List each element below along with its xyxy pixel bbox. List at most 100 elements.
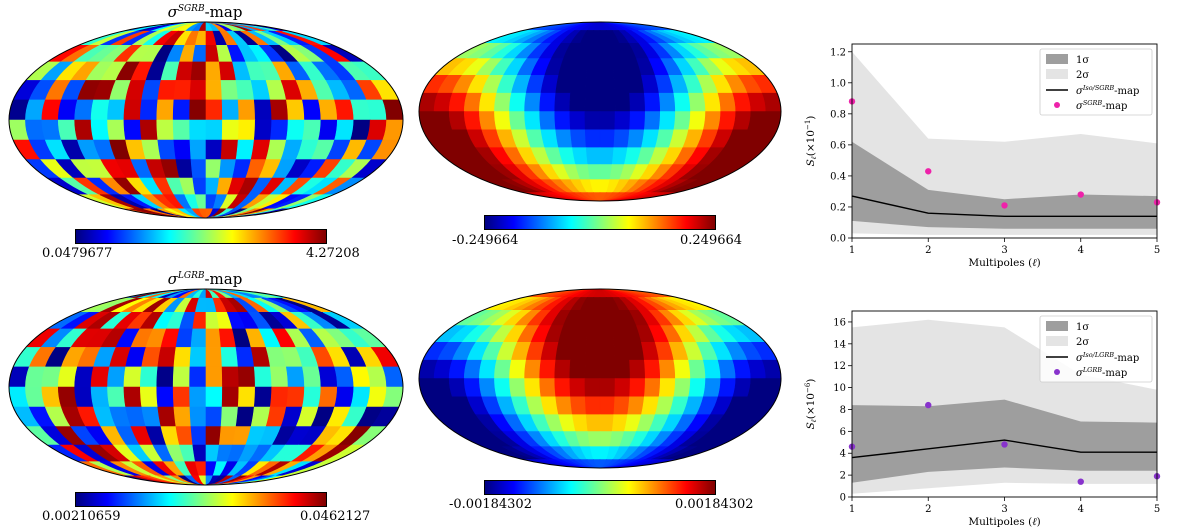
map-pixel [613,342,630,361]
map-pixel [173,406,192,427]
map-pixel [192,444,207,463]
map-pixel [172,99,191,121]
data-point [925,168,932,175]
map-pixel [140,119,159,141]
map-pixel [614,378,631,398]
map-pixel [334,99,355,121]
x-tick-label: 2 [925,504,931,515]
map-title-lgrb: σLGRB-map [167,270,243,288]
map-pixel [658,378,676,398]
data-point [1001,202,1008,209]
map-pixel [585,414,601,432]
map-pixel [189,99,207,121]
y-tick-label: 10 [833,383,846,394]
map-pixel [74,119,94,141]
map-outline [418,21,782,202]
legend [1039,48,1153,116]
y-tick-label: 1.0 [830,78,846,89]
colorbar-max-sgrb-dipole: 0.249664 [680,233,743,248]
map-pixel [90,99,110,121]
map-pixel [172,119,191,141]
map-pixel [479,359,498,379]
map-pixel [570,396,587,415]
map-pixel [584,378,601,398]
map-title-sgrb: σSGRB-map [167,3,243,21]
map-pixel [107,119,127,141]
map-pixel [334,386,355,408]
map-pixel [189,80,207,101]
map-pixel [253,119,272,141]
map-pixel [555,342,573,361]
map-pixel [205,406,223,427]
map-pixel [584,92,601,112]
map-pixel [509,378,527,398]
colorbar-sgrb [75,229,327,244]
map-pixel [717,92,737,112]
map-pixel [587,164,601,181]
map-pixel [555,396,573,415]
mollweide-map-lgrb [8,288,404,486]
map-pixel [629,378,646,398]
colorbar-max-lgrb: 0.0462127 [300,509,371,524]
colorbar-lgrb [75,492,327,507]
colorbar-max-lgrb-dipole: 0.00184302 [675,497,754,512]
one-sigma-band [852,399,1157,483]
map-pixel [205,328,222,348]
map-pixel [585,58,601,76]
legend-one-sigma-swatch [1046,321,1068,331]
map-pixel [479,378,498,398]
map-pixel [334,119,355,141]
map-pixel [587,431,601,448]
map-pixel [350,386,371,408]
map-pixel [494,92,512,112]
map-pixel [599,147,615,165]
map-pixel [237,99,256,121]
map-pixel [220,347,239,368]
map-pixel [350,99,371,121]
colorbar-min-lgrb-dipole: -0.00184302 [449,497,532,512]
map-pixel [123,119,143,141]
map-pixel [479,111,498,131]
map-pixel [585,325,601,343]
map-pixel [190,426,207,446]
map-pixel [702,92,721,112]
map-pixel [629,111,646,131]
y-tick-label: 8 [840,405,846,416]
map-pixel [140,366,159,388]
map-pixel [599,58,615,76]
map-pixel [539,378,557,398]
y-tick-label: 14 [833,339,846,350]
map-pixel [584,359,601,379]
map-pixel [156,119,175,141]
map-pixel [90,386,110,408]
map-pixel [253,99,272,121]
map-pixel [673,92,691,112]
map-pixel [350,119,371,141]
map-pixel [285,119,305,141]
map-pixel [205,80,223,101]
map-pixel [318,386,338,408]
map-pixel [585,147,601,165]
y-tick-label: 0.6 [830,140,846,151]
map-pixel [688,378,706,398]
map-pixel [253,386,272,408]
map-pixel [302,99,322,121]
map-pixel [587,309,601,326]
map-pixel [702,378,721,398]
y-tick-label: 4 [840,449,846,460]
map-pixel [140,99,159,121]
map-pixel [599,325,615,343]
map-pixel [157,139,177,160]
map-pixel [156,386,175,408]
map-pixel [569,92,586,112]
map-pixel [285,386,305,408]
data-point [925,401,932,409]
map-pixel [269,386,289,408]
map-pixel [570,342,587,361]
map-pixel [205,159,222,179]
map-pixel [494,359,512,379]
map-pixel [673,111,691,131]
x-axis-label: Multipoles (ℓ) [968,516,1040,527]
map-pixel [205,347,223,368]
map-pixel [658,92,676,112]
